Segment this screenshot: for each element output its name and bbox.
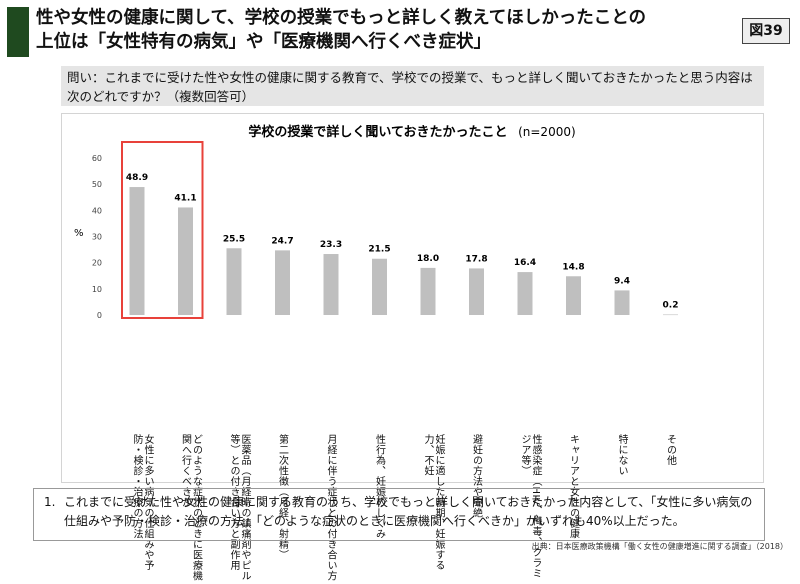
note-number: 1. (44, 495, 56, 509)
x-tick-label-5: 性行為、妊娠のしくみ (373, 434, 385, 539)
summary-note: 1. これまでに受けた性や女性の健康に関する教育のうち、学校でもっと詳しく聞いて… (33, 488, 765, 541)
page-title-line1: 性や女性の健康に関して、学校の授業でもっと詳しく教えてほしかったことの (36, 8, 647, 28)
value-label-4: 23.3 (320, 240, 342, 250)
survey-question: 問い：これまでに受けた性や女性の健康に関する教育で、学校での授業で、もっと詳しく… (61, 66, 764, 106)
bar-11 (663, 314, 678, 316)
bar-6 (420, 267, 436, 315)
x-tick-label-2: 医薬品（月経時の鎮痛剤やピル等）との付き合い方と副作用 (228, 434, 250, 581)
value-label-1: 41.1 (174, 193, 196, 203)
x-tick-label-4: 月経に伴う症状との付き合い方 (325, 434, 336, 581)
page-title-line2: 上位は「女性特有の病気」や「医療機関へ行くべき症状」 (36, 32, 491, 52)
page-title: 性や女性の健康に関して、学校の授業でもっと詳しく教えてほしかったことの 上位は「… (36, 6, 736, 54)
y-tick-label-0: 0 (97, 311, 102, 320)
y-axis-ticks: 0 10 20 30 40 50 60 (92, 154, 102, 320)
value-label-2: 25.5 (223, 234, 245, 244)
bar-5 (372, 258, 387, 315)
bar-7 (469, 268, 484, 315)
y-tick-label-2: 20 (92, 259, 102, 268)
bar-3 (275, 250, 290, 315)
highlight-box (121, 141, 204, 319)
value-label-6: 18.0 (417, 254, 439, 264)
value-label-3: 24.7 (271, 236, 293, 246)
x-tick-label-1: どのような症状のときに医療機関へ行くべきか (179, 434, 202, 581)
bar-8 (517, 272, 533, 315)
chart-sample-size: (n=2000) (518, 125, 576, 139)
bar-chart: 学校の授業で詳しく聞いておきたかったこと (n=2000) % 0 10 20 30 4… (74, 124, 679, 320)
y-tick-label-1: 10 (92, 285, 102, 294)
value-labels: 48.9 41.1 25.5 24.7 23.3 21.5 18.0 17.8 16.4 14.8… (126, 173, 679, 310)
x-tick-label-9: キャリアと女性の健康 (567, 434, 579, 539)
bar-0 (129, 187, 145, 315)
x-tick-label-6: 妊娠に適した時期、妊娠する力、不妊 (422, 434, 444, 571)
bar-4 (323, 254, 339, 315)
value-label-10: 9.4 (614, 276, 630, 286)
value-label-11: 0.2 (663, 300, 679, 310)
note-text: これまでに受けた性や女性の健康に関する教育のうち、学校でもっと詳しく聞いておきた… (64, 495, 753, 528)
x-tick-label-11: その他 (664, 434, 676, 466)
title-accent-bar (7, 7, 29, 57)
chart-title-text: 学校の授業で詳しく聞いておきたかったこと (248, 124, 507, 140)
y-tick-label-5: 50 (92, 180, 102, 189)
y-axis-label: % (74, 228, 84, 239)
bar-series (129, 187, 678, 316)
bar-10 (614, 290, 630, 315)
x-tick-label-0: 女性に多い病気の仕組みや予防・検診・治療の方法 (131, 434, 153, 571)
y-tick-label-3: 30 (92, 233, 102, 242)
x-tick-label-8: 性感染症（HIV、梅毒、クラミジア等） (519, 434, 541, 579)
x-tick-label-3: 第二次性徴（月経、射精） (276, 434, 288, 560)
figure-badge: 図39 (742, 18, 790, 44)
bar-9 (566, 276, 581, 315)
chart-title: 学校の授業で詳しく聞いておきたかったこと (n=2000) (248, 124, 575, 140)
value-label-7: 17.8 (465, 254, 487, 264)
x-tick-label-7: 避妊の方法や中絶 (470, 434, 482, 518)
value-label-9: 14.8 (562, 262, 584, 272)
bar-2 (226, 248, 242, 315)
x-tick-label-10: 特にない (616, 434, 627, 476)
y-tick-label-4: 40 (92, 206, 102, 215)
value-label-5: 21.5 (368, 245, 390, 255)
value-label-0: 48.9 (126, 173, 148, 183)
y-tick-label-6: 60 (92, 154, 102, 163)
value-label-8: 16.4 (514, 258, 536, 268)
bar-1 (178, 207, 193, 315)
chart-panel: 学校の授業で詳しく聞いておきたかったこと (n=2000) % 0 10 20 30 4… (61, 113, 764, 581)
source-citation: 出典：日本医療政策機構「働く女性の健康増進に関する調査」（2018） (531, 542, 788, 551)
